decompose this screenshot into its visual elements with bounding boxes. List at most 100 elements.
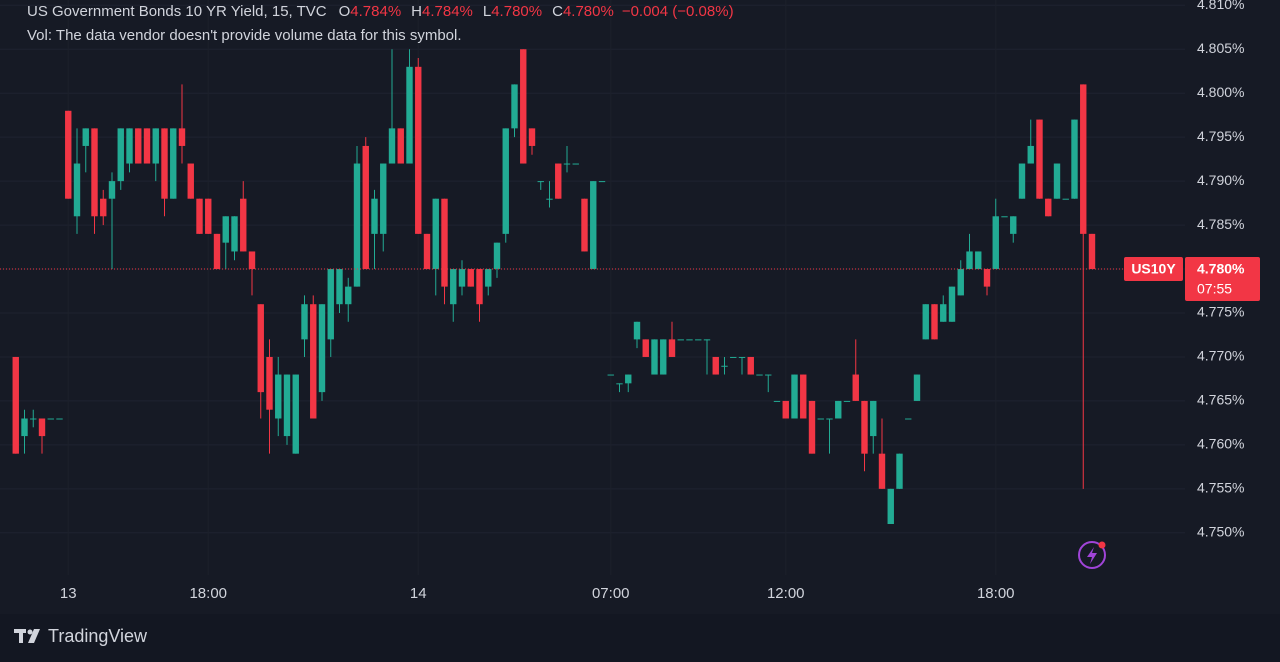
candle-body (878, 453, 886, 489)
candle-body (38, 418, 46, 437)
candle-body (56, 418, 63, 420)
candle-body (222, 216, 229, 243)
volume-note: Vol: The data vendor doesn't provide vol… (27, 27, 462, 44)
y-tick-label: 4.785% (1197, 216, 1244, 232)
candle-body (47, 418, 54, 420)
candle-body (336, 269, 343, 305)
candle-body (1045, 198, 1052, 217)
candle-body (266, 356, 273, 410)
candles (12, 49, 1096, 525)
y-tick-label: 4.790% (1197, 172, 1244, 188)
candle-body (161, 128, 168, 199)
candle-body (642, 339, 649, 357)
alert-circle (1078, 541, 1106, 569)
y-tick-label: 4.810% (1197, 0, 1244, 12)
candle-body (826, 418, 833, 420)
candle-body (292, 374, 299, 454)
candle-body (257, 304, 264, 393)
candle-body (677, 339, 684, 341)
candle-body (861, 400, 868, 454)
candle-body (187, 163, 194, 199)
candle-body (65, 110, 72, 199)
candle-body (231, 216, 238, 252)
ohlc-key: C (552, 3, 563, 20)
candle-body (283, 374, 291, 437)
candle-body (537, 181, 544, 183)
candle-body (983, 269, 991, 287)
candle-body (143, 128, 151, 164)
candle-body (345, 286, 352, 305)
candle-body (441, 198, 448, 287)
ohlc-key: O (338, 3, 351, 20)
candle-body (773, 400, 781, 402)
candle-body (117, 128, 124, 182)
candle-body (520, 49, 527, 164)
candle-body (957, 269, 964, 296)
candle-body (808, 400, 816, 454)
candle-body (581, 198, 588, 252)
candle-body (598, 181, 606, 183)
candle-body (572, 163, 579, 165)
ohlc-value: 4.784% (422, 3, 473, 20)
logo-part (28, 629, 40, 643)
candle-body (275, 374, 282, 419)
candle-body (100, 198, 107, 217)
price-tag-bg (1185, 257, 1260, 302)
legend-line: US Government Bonds 10 YR Yield, 15, TVC… (27, 3, 734, 20)
alert-icon (1078, 541, 1106, 569)
x-tick-label: 18:00 (977, 585, 1015, 602)
candle-body (82, 128, 89, 146)
candle-body (1088, 233, 1096, 270)
candle-body (546, 198, 553, 200)
brand-name: TradingView (48, 626, 148, 646)
candle-body (835, 400, 842, 419)
candle-body (703, 339, 711, 341)
candle-body (493, 242, 501, 270)
ohlc-value: 4.780% (491, 3, 543, 20)
candle-body (397, 128, 404, 164)
candle-body (870, 400, 877, 437)
candle-body (485, 269, 492, 287)
candle-body (852, 374, 859, 401)
y-tick-label: 4.795% (1197, 128, 1244, 144)
candle-body (765, 374, 772, 376)
candle-body (896, 453, 903, 489)
candle-body (563, 163, 571, 165)
x-tick-label: 13 (60, 585, 77, 602)
countdown: 07:55 (1197, 281, 1232, 297)
x-tick-label: 12:00 (767, 585, 805, 602)
candle-body (686, 339, 693, 341)
candle-body (1027, 145, 1034, 164)
ohlc-value: 4.780% (562, 3, 614, 20)
candle-body (940, 304, 947, 322)
brand-logo (14, 629, 40, 643)
candle-body (1001, 216, 1008, 218)
candle-body (240, 198, 247, 252)
candle-body (992, 216, 999, 270)
ohlc-key: L (482, 3, 492, 20)
candle-body (467, 269, 474, 287)
symbol-tag-bg (1124, 257, 1183, 282)
candle-body (800, 374, 807, 419)
alert-bolt (1087, 547, 1097, 564)
y-tick-label: 4.775% (1197, 304, 1244, 320)
y-tick-label: 4.755% (1197, 480, 1244, 496)
chart-background (0, 0, 1280, 614)
candle-body (887, 488, 894, 525)
candle-body (922, 304, 929, 340)
candle-body (135, 128, 142, 164)
candle-body (913, 374, 921, 401)
candle-body (362, 145, 369, 270)
volume-text: Vol: The data vendor doesn't provide vol… (27, 27, 462, 44)
candle-body (450, 269, 457, 305)
y-tick-label: 4.805% (1197, 40, 1244, 56)
candle-body (406, 66, 413, 164)
candle-body (712, 356, 719, 375)
candle-body (301, 304, 308, 340)
candle-body (310, 304, 317, 419)
candle-body (625, 374, 632, 384)
candle-body (73, 163, 81, 217)
candle-body (126, 128, 133, 164)
candle-body (607, 374, 614, 376)
